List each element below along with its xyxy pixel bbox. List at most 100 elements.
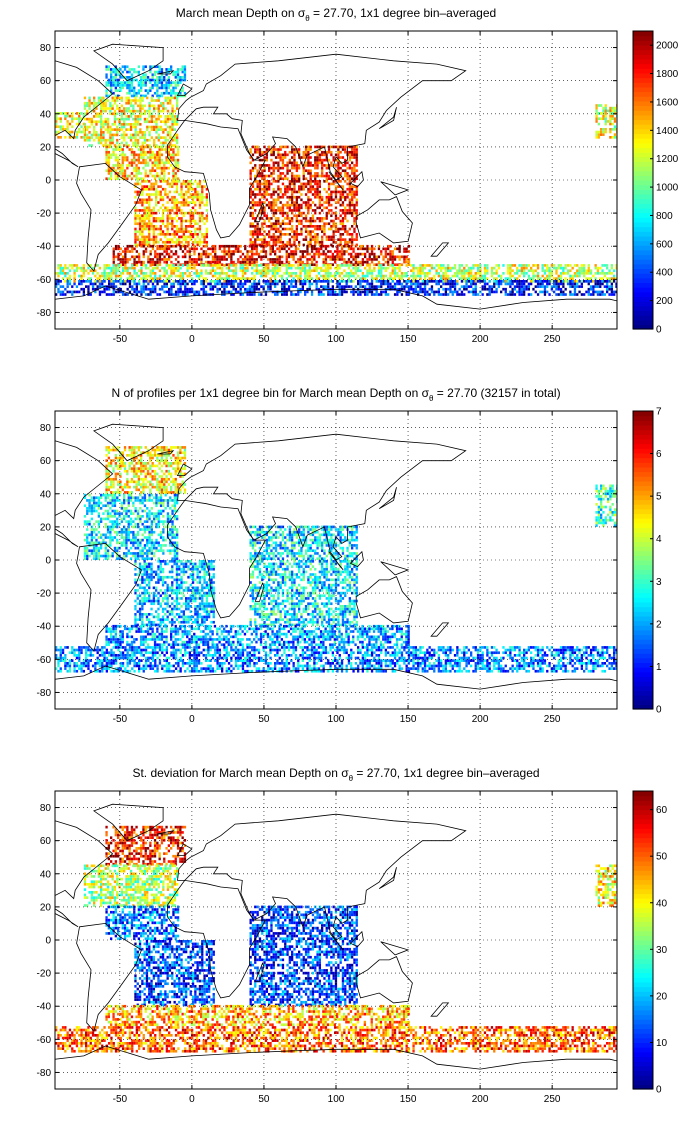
data-bin <box>114 115 116 118</box>
data-bin <box>356 236 358 239</box>
data-bin <box>105 81 107 84</box>
data-bin <box>330 225 332 228</box>
data-bin <box>387 253 389 256</box>
data-bin <box>207 283 209 286</box>
data-bin <box>115 285 117 288</box>
data-bin <box>184 73 186 76</box>
data-bin <box>179 68 181 71</box>
data-bin <box>355 267 357 270</box>
data-bin <box>139 118 141 121</box>
data-bin <box>300 207 302 210</box>
data-bin <box>185 220 187 223</box>
data-bin <box>80 277 82 280</box>
data-bin <box>316 285 318 288</box>
data-bin <box>226 285 228 288</box>
data-bin <box>221 250 223 253</box>
data-bin <box>318 293 320 296</box>
data-bin <box>394 267 396 270</box>
data-bin <box>144 228 146 231</box>
data-bin <box>114 120 116 123</box>
data-bin <box>336 264 338 267</box>
data-bin <box>130 99 132 102</box>
data-bin <box>251 248 253 251</box>
data-bin <box>146 185 148 188</box>
data-bin <box>316 248 318 251</box>
data-bin <box>105 84 107 87</box>
data-bin <box>175 71 177 74</box>
data-bin <box>303 188 305 191</box>
data-bin <box>176 201 178 204</box>
data-bin <box>296 175 298 178</box>
data-bin <box>187 204 189 207</box>
data-bin <box>371 258 373 261</box>
data-bin <box>214 261 216 264</box>
data-bin <box>251 288 253 291</box>
data-bin <box>256 261 258 264</box>
data-bin <box>349 241 351 244</box>
data-bin <box>389 285 391 288</box>
data-bin <box>306 264 308 267</box>
data-bin <box>175 258 177 261</box>
data-bin <box>170 65 172 68</box>
data-bin <box>223 250 225 253</box>
data-bin <box>468 269 470 272</box>
data-bin <box>155 99 157 102</box>
data-bin <box>176 225 178 228</box>
data-bin <box>304 250 306 253</box>
data-bin <box>346 204 348 207</box>
data-bin <box>106 267 108 270</box>
data-bin <box>140 76 142 79</box>
data-bin <box>274 264 276 267</box>
data-bin <box>135 169 137 172</box>
data-bin <box>321 164 323 167</box>
data-bin <box>206 209 208 212</box>
data-bin <box>197 222 199 225</box>
data-bin <box>261 151 263 154</box>
data-bin <box>318 291 320 294</box>
data-bin <box>141 214 143 217</box>
data-bin <box>303 154 305 157</box>
data-bin <box>273 191 275 194</box>
data-bin <box>433 293 435 296</box>
data-bin <box>187 180 189 183</box>
data-bin <box>351 151 353 154</box>
data-bin <box>572 275 574 278</box>
data-bin <box>163 256 165 259</box>
data-bin <box>342 225 344 228</box>
data-bin <box>344 199 346 202</box>
data-bin <box>330 214 332 217</box>
data-bin <box>373 256 375 259</box>
data-bin <box>167 207 169 210</box>
data-bin <box>349 185 351 188</box>
data-bin <box>537 267 539 270</box>
data-bin <box>140 172 142 175</box>
data-bin <box>254 201 256 204</box>
data-bin <box>141 185 143 188</box>
data-bin <box>196 269 198 272</box>
data-bin <box>606 264 608 267</box>
data-bin <box>210 283 212 286</box>
data-bin <box>171 209 173 212</box>
data-bin <box>140 177 142 180</box>
data-bin <box>438 267 440 270</box>
data-bin <box>244 258 246 261</box>
data-bin <box>371 293 373 296</box>
data-bin <box>80 267 82 270</box>
data-bin <box>461 277 463 280</box>
data-bin <box>461 264 463 267</box>
data-bin <box>260 245 262 248</box>
data-bin <box>282 214 284 217</box>
data-bin <box>144 134 146 137</box>
data-bin <box>429 264 431 267</box>
data-bin <box>228 275 230 278</box>
data-bin <box>142 76 144 79</box>
data-bin <box>133 248 135 251</box>
data-bin <box>495 269 497 272</box>
data-bin <box>118 97 120 100</box>
data-bin <box>342 233 344 236</box>
data-bin <box>282 154 284 157</box>
data-bin <box>282 162 284 165</box>
data-bin <box>235 248 237 251</box>
data-bin <box>189 288 191 291</box>
data-bin <box>320 248 322 251</box>
